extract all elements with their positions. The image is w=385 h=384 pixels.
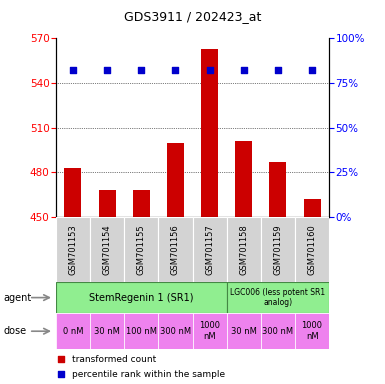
Bar: [56, 217, 90, 282]
Point: [138, 66, 144, 73]
Point: [309, 66, 315, 73]
Bar: [295, 313, 329, 349]
Text: agent: agent: [4, 293, 32, 303]
Bar: [158, 313, 192, 349]
Text: percentile rank within the sample: percentile rank within the sample: [72, 370, 225, 379]
Point: [104, 66, 110, 73]
Text: GDS3911 / 202423_at: GDS3911 / 202423_at: [124, 10, 261, 23]
Text: 30 nM: 30 nM: [231, 327, 257, 336]
Bar: [124, 217, 158, 282]
Text: GSM701154: GSM701154: [102, 224, 112, 275]
Text: GSM701160: GSM701160: [308, 224, 316, 275]
Bar: [295, 217, 329, 282]
Text: dose: dose: [4, 326, 27, 336]
Bar: [158, 217, 192, 282]
Bar: [56, 313, 90, 349]
Text: GSM701153: GSM701153: [69, 224, 77, 275]
Text: 300 nM: 300 nM: [160, 327, 191, 336]
Text: GSM701155: GSM701155: [137, 224, 146, 275]
Text: StemRegenin 1 (SR1): StemRegenin 1 (SR1): [89, 293, 194, 303]
Bar: [261, 217, 295, 282]
Bar: [124, 313, 158, 349]
Point: [58, 356, 64, 362]
Point: [206, 66, 213, 73]
Text: transformed count: transformed count: [72, 354, 156, 364]
Bar: [90, 217, 124, 282]
Text: 1000
nM: 1000 nM: [199, 321, 220, 341]
Bar: [227, 282, 329, 313]
Bar: [90, 313, 124, 349]
Bar: [261, 313, 295, 349]
Bar: [270, 162, 286, 217]
Bar: [201, 49, 218, 217]
Bar: [227, 217, 261, 282]
Bar: [167, 142, 184, 217]
Text: 0 nM: 0 nM: [63, 327, 83, 336]
Point: [241, 66, 247, 73]
Bar: [303, 199, 321, 217]
Bar: [56, 282, 227, 313]
Text: 100 nM: 100 nM: [126, 327, 157, 336]
Text: GSM701159: GSM701159: [273, 224, 283, 275]
Bar: [133, 190, 150, 217]
Point: [70, 66, 76, 73]
Bar: [227, 313, 261, 349]
Point: [172, 66, 179, 73]
Bar: [192, 217, 227, 282]
Point: [58, 371, 64, 377]
Text: 300 nM: 300 nM: [262, 327, 293, 336]
Text: GSM701156: GSM701156: [171, 224, 180, 275]
Bar: [235, 141, 252, 217]
Point: [275, 66, 281, 73]
Text: 1000
nM: 1000 nM: [301, 321, 323, 341]
Text: GSM701158: GSM701158: [239, 224, 248, 275]
Text: 30 nM: 30 nM: [94, 327, 120, 336]
Text: GSM701157: GSM701157: [205, 224, 214, 275]
Bar: [99, 190, 116, 217]
Text: LGC006 (less potent SR1
analog): LGC006 (less potent SR1 analog): [230, 288, 325, 307]
Bar: [192, 313, 227, 349]
Bar: [64, 168, 82, 217]
